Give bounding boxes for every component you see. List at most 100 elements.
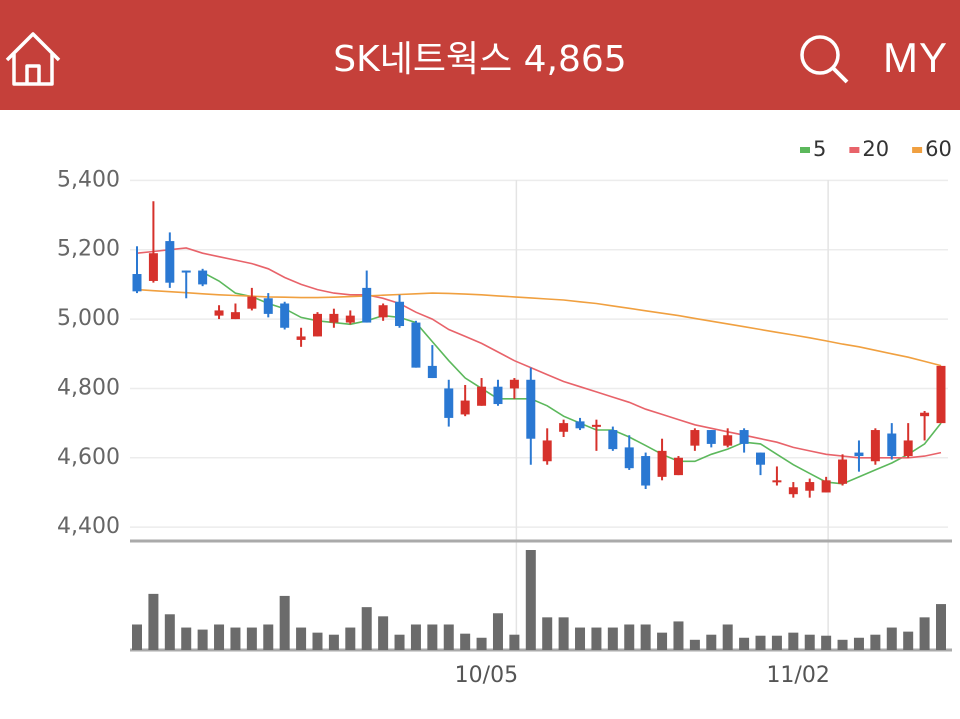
volume-bar xyxy=(607,627,618,650)
candle-body xyxy=(181,270,191,273)
candle-body xyxy=(345,315,355,323)
candle-body xyxy=(870,430,880,462)
candle-body xyxy=(608,430,618,450)
volume-bar xyxy=(197,629,208,650)
candle-body xyxy=(378,305,388,318)
y-tick-label: 5,200 xyxy=(57,237,120,262)
legend-swatch xyxy=(849,147,860,153)
candle-body xyxy=(509,379,519,389)
volume-bar xyxy=(886,627,897,650)
ma-line xyxy=(202,271,942,485)
volume-bar xyxy=(164,614,175,650)
home-button[interactable] xyxy=(2,22,72,92)
candle-body xyxy=(526,379,536,439)
candle-body xyxy=(821,480,831,493)
volume-bar xyxy=(427,624,438,650)
y-tick-label: 5,000 xyxy=(57,306,120,331)
candle-body xyxy=(247,296,257,309)
volume-bar xyxy=(525,550,536,650)
candle-body xyxy=(903,440,913,457)
volume-bar xyxy=(492,613,503,650)
candle-body xyxy=(887,433,897,457)
search-button[interactable] xyxy=(795,30,855,90)
y-tick-label: 5,400 xyxy=(57,167,120,192)
candle-body xyxy=(312,313,322,337)
volume-bar xyxy=(148,593,159,650)
volume-bar xyxy=(657,632,668,650)
volume-bar xyxy=(378,616,389,650)
candle-body xyxy=(362,287,372,323)
volume-bar xyxy=(837,639,848,650)
stock-chart: 4,400 4,600 4,800 5,000 5,200 5,400 10/05 11/02… xyxy=(57,137,952,688)
stock-title: SK네트웍스 4,865 xyxy=(333,39,627,80)
volume-bar xyxy=(181,627,192,650)
y-tick-label: 4,800 xyxy=(57,375,120,400)
candle-body xyxy=(493,386,503,405)
y-tick-label: 4,400 xyxy=(57,514,120,539)
volume-bar xyxy=(443,624,454,650)
volume-bar xyxy=(919,617,930,650)
candle-body xyxy=(838,459,848,484)
volume-bar xyxy=(132,624,142,650)
volume-bar xyxy=(903,631,914,650)
candle-body xyxy=(296,336,306,340)
volume-bar xyxy=(591,627,602,650)
volume-bar xyxy=(804,634,815,650)
volume-bar xyxy=(739,637,750,650)
candle-body xyxy=(148,253,158,281)
candle-body xyxy=(280,303,290,328)
volume-bar xyxy=(328,634,339,650)
volume-bar xyxy=(394,634,405,650)
volume-bar xyxy=(853,637,864,650)
candle-body xyxy=(165,241,175,283)
volume-bar xyxy=(460,633,471,650)
volume-bar xyxy=(673,621,684,650)
candle-body xyxy=(805,482,815,491)
volume-bar xyxy=(509,634,520,650)
ma-line xyxy=(136,247,942,459)
candle-body xyxy=(673,457,683,476)
candle-body xyxy=(559,423,569,432)
candle-body xyxy=(477,386,487,406)
volume-bar xyxy=(936,604,946,650)
candle-body xyxy=(198,270,208,285)
candle-body xyxy=(329,313,339,323)
volume-bar xyxy=(263,624,274,650)
candle-body xyxy=(132,274,142,292)
volume-bar xyxy=(755,635,766,650)
legend-swatch xyxy=(800,147,810,153)
volume-bar xyxy=(575,627,586,650)
candle-body xyxy=(706,430,716,444)
candle-body xyxy=(575,421,585,429)
volume-bar xyxy=(771,635,782,650)
volume-bar xyxy=(640,624,651,650)
volume-bar xyxy=(870,634,881,650)
candle-body xyxy=(641,456,651,486)
y-tick-label: 4,600 xyxy=(57,445,120,470)
candle-body xyxy=(690,430,700,446)
volume-bar xyxy=(312,632,323,650)
volume-bar xyxy=(542,617,553,650)
candle-body xyxy=(444,388,454,418)
candle-body xyxy=(657,450,667,477)
app-header: SK네트웍스 4,865 MY xyxy=(0,0,960,110)
volume-bar xyxy=(788,632,799,650)
volume-bar xyxy=(345,627,356,650)
legend-label: 60 xyxy=(925,137,952,161)
volume-bar xyxy=(558,617,569,650)
x-tick-label: 11/02 xyxy=(766,663,829,688)
legend-swatch xyxy=(912,147,923,153)
volume-bar xyxy=(624,624,635,650)
volume-bar xyxy=(230,627,241,650)
volume-bar xyxy=(821,635,832,650)
candle-body xyxy=(772,480,782,483)
volume-bar xyxy=(722,624,733,650)
volume-bar xyxy=(214,624,225,650)
candle-body xyxy=(395,301,405,327)
candle-body xyxy=(739,430,749,444)
candle-body xyxy=(542,440,552,462)
volume-bar xyxy=(706,634,717,650)
my-button[interactable]: MY xyxy=(883,34,948,81)
legend-label: 5 xyxy=(813,137,826,161)
